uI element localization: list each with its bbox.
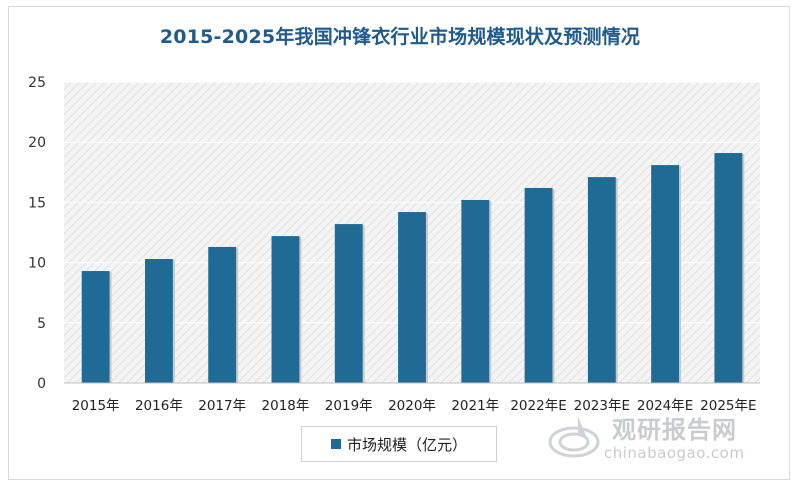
y-tick-label: 25 [28,75,46,91]
watermark-logo-icon [548,416,600,458]
y-tick-label: 0 [37,376,46,392]
chart-title: 2015-2025年我国冲锋衣行业市场规模现状及预测情况 [159,26,641,48]
x-tick-label: 2025年E [700,398,756,414]
legend-label: 市场规模（亿元） [346,435,467,454]
x-tick-label: 2017年 [198,398,246,414]
y-tick-label: 20 [28,135,46,151]
bar [651,165,680,383]
x-tick-label: 2019年 [325,398,373,414]
bar [334,224,363,383]
y-tick-label: 10 [28,256,46,272]
bar [144,258,173,383]
y-axis-ticks: 0 5 10 15 20 25 [28,75,46,392]
x-tick-label: 2022年E [510,398,566,414]
x-tick-label: 2021年 [451,398,499,414]
legend: 市场规模（亿元） [301,426,497,462]
y-tick-label: 15 [28,195,46,211]
gridlines [64,81,760,324]
bar [271,236,300,383]
x-tick-label: 2016年 [135,398,183,414]
x-tick-label: 2018年 [262,398,310,414]
bars [81,153,745,383]
x-tick-label: 2024年E [637,398,693,414]
x-tick-label: 2020年 [388,398,436,414]
watermark: 观研报告网 chinabaogao.com [548,408,773,468]
bar [587,177,616,383]
bar [524,187,553,383]
bar [81,271,110,383]
legend-swatch [330,439,341,449]
watermark-url: chinabaogao.com [604,444,745,462]
x-tick-label: 2023年E [574,398,630,414]
bar [398,212,426,383]
bar [461,199,490,383]
x-tick-label: 2015年 [72,398,120,414]
bar [714,153,743,383]
watermark-text: 观研报告网 [612,416,737,444]
bar [208,246,237,383]
y-tick-label: 5 [37,316,46,332]
x-axis-ticks: 2015年 2016年 2017年 2018年 2019年 2020年 2021年 2022年… [72,398,757,414]
